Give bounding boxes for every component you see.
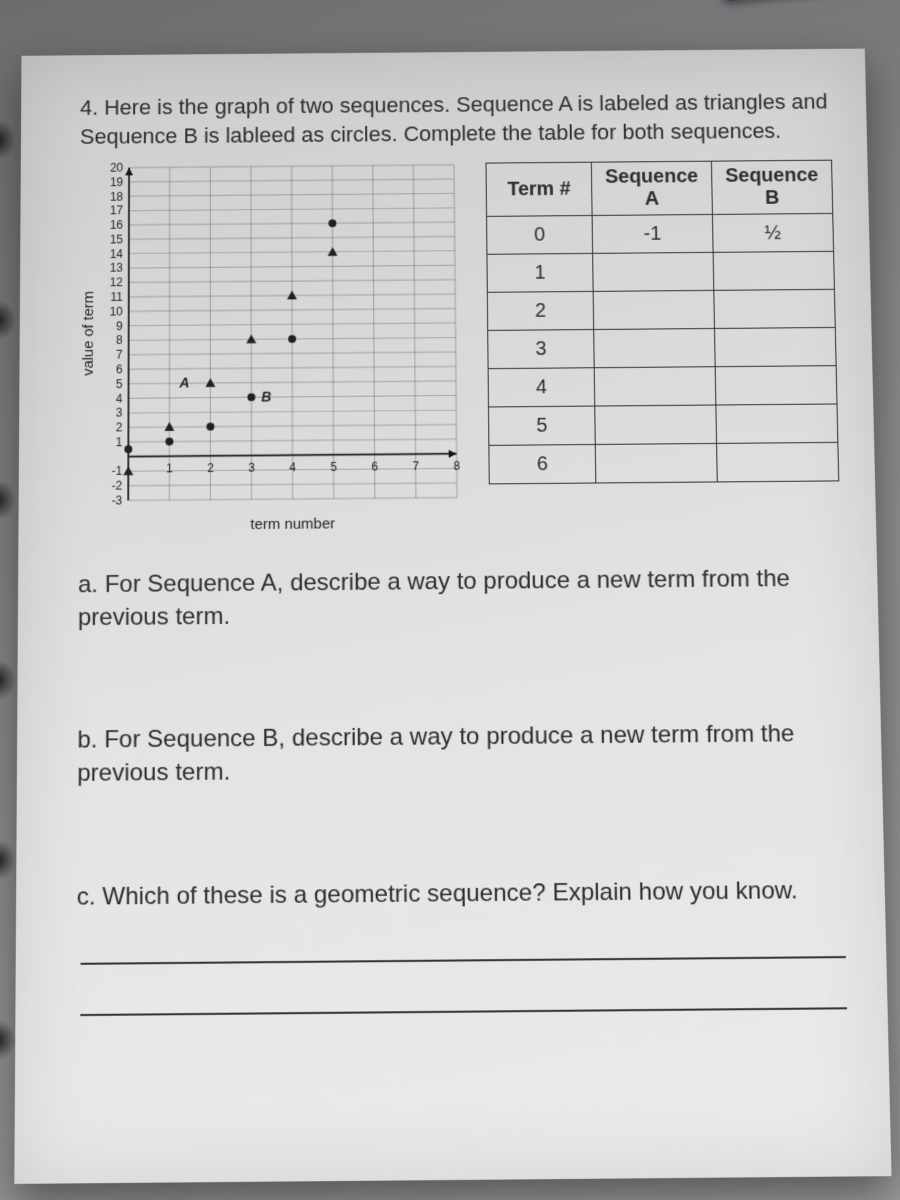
sequence-chart: -3-2-11234567891011121314151617181920123… (78, 157, 467, 542)
table-cell (594, 367, 716, 406)
question-c: c. Which of these is a geometric sequenc… (77, 874, 849, 914)
table-cell: 3 (488, 330, 594, 369)
table-cell (716, 443, 838, 483)
table-cell (595, 405, 717, 444)
binder-ring (0, 660, 16, 700)
svg-text:8: 8 (453, 459, 460, 473)
svg-text:-1: -1 (112, 465, 123, 479)
table-cell (593, 291, 714, 330)
worksheet-paper: 4. Here is the graph of two sequences. S… (14, 49, 891, 1184)
table-cell (714, 290, 836, 329)
svg-text:6: 6 (116, 363, 123, 377)
table-cell (595, 444, 717, 484)
svg-text:A: A (178, 375, 189, 391)
sequence-table: Term #Sequence ASequence B 0-1½123456 (486, 160, 840, 485)
table-cell: 2 (487, 292, 593, 331)
table-row: 5 (488, 404, 837, 445)
svg-text:3: 3 (116, 406, 123, 420)
svg-text:6: 6 (371, 460, 378, 474)
svg-text:9: 9 (116, 319, 123, 333)
binder-ring (0, 120, 16, 160)
table-row: 1 (487, 252, 835, 293)
table-row: 3 (488, 328, 836, 369)
svg-text:16: 16 (110, 219, 124, 233)
binder-ring (0, 1020, 16, 1060)
svg-text:19: 19 (110, 176, 124, 190)
table-cell: 5 (488, 406, 595, 445)
svg-text:value of term: value of term (80, 291, 97, 376)
svg-text:12: 12 (110, 276, 124, 290)
table-row: 2 (487, 290, 835, 331)
table-cell (716, 404, 838, 443)
answer-line (81, 956, 846, 965)
svg-text:11: 11 (110, 290, 123, 304)
table-cell: -1 (592, 215, 713, 254)
question-a: a. For Sequence A, describe a way to pro… (78, 563, 843, 634)
table-cell: 4 (488, 368, 595, 407)
table-cell (593, 253, 714, 292)
svg-text:8: 8 (116, 334, 123, 348)
table-header: Sequence A (591, 162, 712, 216)
table-row: 6 (489, 443, 839, 485)
svg-text:14: 14 (110, 247, 124, 261)
question-b: b. For Sequence B, describe a way to pro… (77, 718, 846, 790)
svg-text:15: 15 (110, 233, 124, 247)
svg-text:20: 20 (110, 161, 124, 175)
svg-text:4: 4 (116, 392, 123, 406)
photo-surface: 4. Here is the graph of two sequences. S… (0, 0, 900, 1200)
svg-text:5: 5 (330, 460, 337, 474)
svg-text:7: 7 (412, 459, 419, 473)
question-intro: 4. Here is the graph of two sequences. S… (80, 87, 832, 151)
table-cell (594, 329, 715, 368)
svg-text:-2: -2 (112, 479, 123, 493)
svg-text:3: 3 (248, 461, 255, 475)
table-row: 0-1½ (487, 214, 834, 255)
binder-ring (0, 840, 16, 880)
svg-text:-3: -3 (112, 494, 123, 508)
table-cell: ½ (712, 214, 833, 253)
binder-ring (0, 300, 16, 340)
svg-text:7: 7 (116, 348, 123, 362)
question-c-text: c. Which of these is a geometric sequenc… (77, 877, 798, 911)
question-a-text: a. For Sequence A, describe a way to pro… (78, 566, 790, 631)
svg-text:term number: term number (250, 516, 335, 534)
chart-svg: -3-2-11234567891011121314151617181920123… (78, 157, 467, 537)
table-cell: 1 (487, 254, 593, 293)
svg-text:1: 1 (116, 435, 123, 449)
svg-text:4: 4 (289, 460, 296, 474)
svg-text:2: 2 (207, 461, 214, 475)
table-header: Sequence B (711, 160, 832, 214)
svg-text:5: 5 (116, 377, 123, 391)
table-cell: 6 (489, 445, 596, 484)
table-header: Term # (486, 163, 592, 217)
svg-text:2: 2 (116, 421, 123, 435)
question-b-text: b. For Sequence B, describe a way to pro… (77, 720, 794, 786)
pen-prop (720, 0, 900, 1)
table-cell (714, 328, 836, 367)
svg-text:17: 17 (110, 204, 124, 218)
table-cell (713, 252, 834, 291)
table-row: 4 (488, 366, 837, 407)
chart-and-table-row: -3-2-11234567891011121314151617181920123… (78, 154, 840, 542)
svg-text:1: 1 (166, 461, 173, 475)
svg-text:18: 18 (110, 190, 124, 204)
table-cell (715, 366, 837, 405)
answer-line (80, 1008, 847, 1017)
answer-blanks (76, 956, 851, 1016)
svg-text:10: 10 (110, 305, 124, 319)
binder-ring (0, 480, 16, 520)
svg-text:B: B (261, 389, 271, 405)
svg-text:13: 13 (110, 262, 124, 276)
table-cell: 0 (487, 216, 593, 255)
